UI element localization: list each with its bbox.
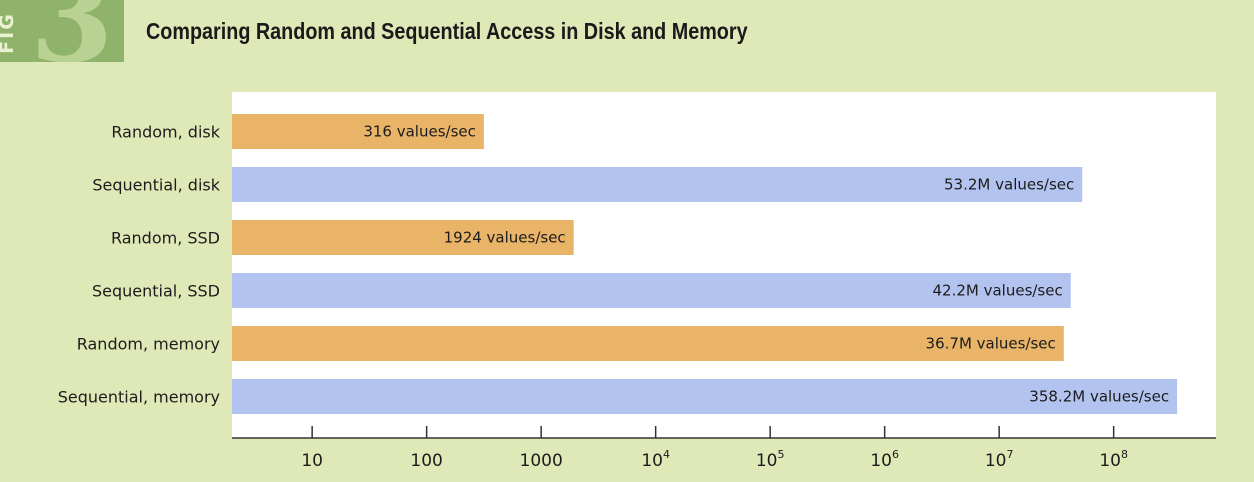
value-labels: 316 values/sec 53.2M values/sec 1924 value… (363, 123, 1169, 406)
category-labels: Random, disk Sequential, disk Random, SSD S… (58, 123, 221, 407)
tick-label-1: 100 (410, 451, 442, 471)
chart-title: Comparing Random and Sequential Access i… (146, 18, 748, 44)
value-label-3: 42.2M values/sec (932, 282, 1062, 300)
category-label-2: Random, SSD (111, 229, 220, 248)
tick-label-5: 106 (870, 448, 899, 471)
category-label-3: Sequential, SSD (92, 282, 220, 301)
value-label-5: 358.2M values/sec (1029, 388, 1169, 406)
bars-group (232, 114, 1178, 414)
tick-label-4: 105 (756, 448, 785, 471)
value-label-4: 36.7M values/sec (926, 335, 1056, 353)
x-axis-ticks: 10 100 1000 104 105 106 107 108 (301, 426, 1128, 471)
tick-label-0: 10 (301, 451, 323, 471)
category-label-1: Sequential, disk (92, 176, 220, 195)
figure-number: 3 (30, 0, 114, 62)
tick-label-6: 107 (985, 448, 1014, 471)
bar-1 (232, 167, 1083, 202)
value-label-1: 53.2M values/sec (944, 176, 1074, 194)
value-label-0: 316 values/sec (363, 123, 476, 141)
tick-label-3: 104 (641, 448, 670, 471)
bar-2 (232, 220, 574, 255)
category-label-4: Random, memory (77, 335, 220, 354)
bar-0 (232, 114, 484, 149)
tick-label-2: 1000 (520, 451, 563, 471)
category-label-0: Random, disk (111, 123, 220, 142)
figure-badge: FIG 3 (0, 0, 124, 62)
bar-3 (232, 273, 1071, 308)
category-label-5: Sequential, memory (58, 388, 220, 407)
tick-label-7: 108 (1099, 448, 1128, 471)
bar-4 (232, 326, 1064, 361)
value-label-2: 1924 values/sec (444, 229, 566, 247)
bar-5 (232, 379, 1178, 414)
